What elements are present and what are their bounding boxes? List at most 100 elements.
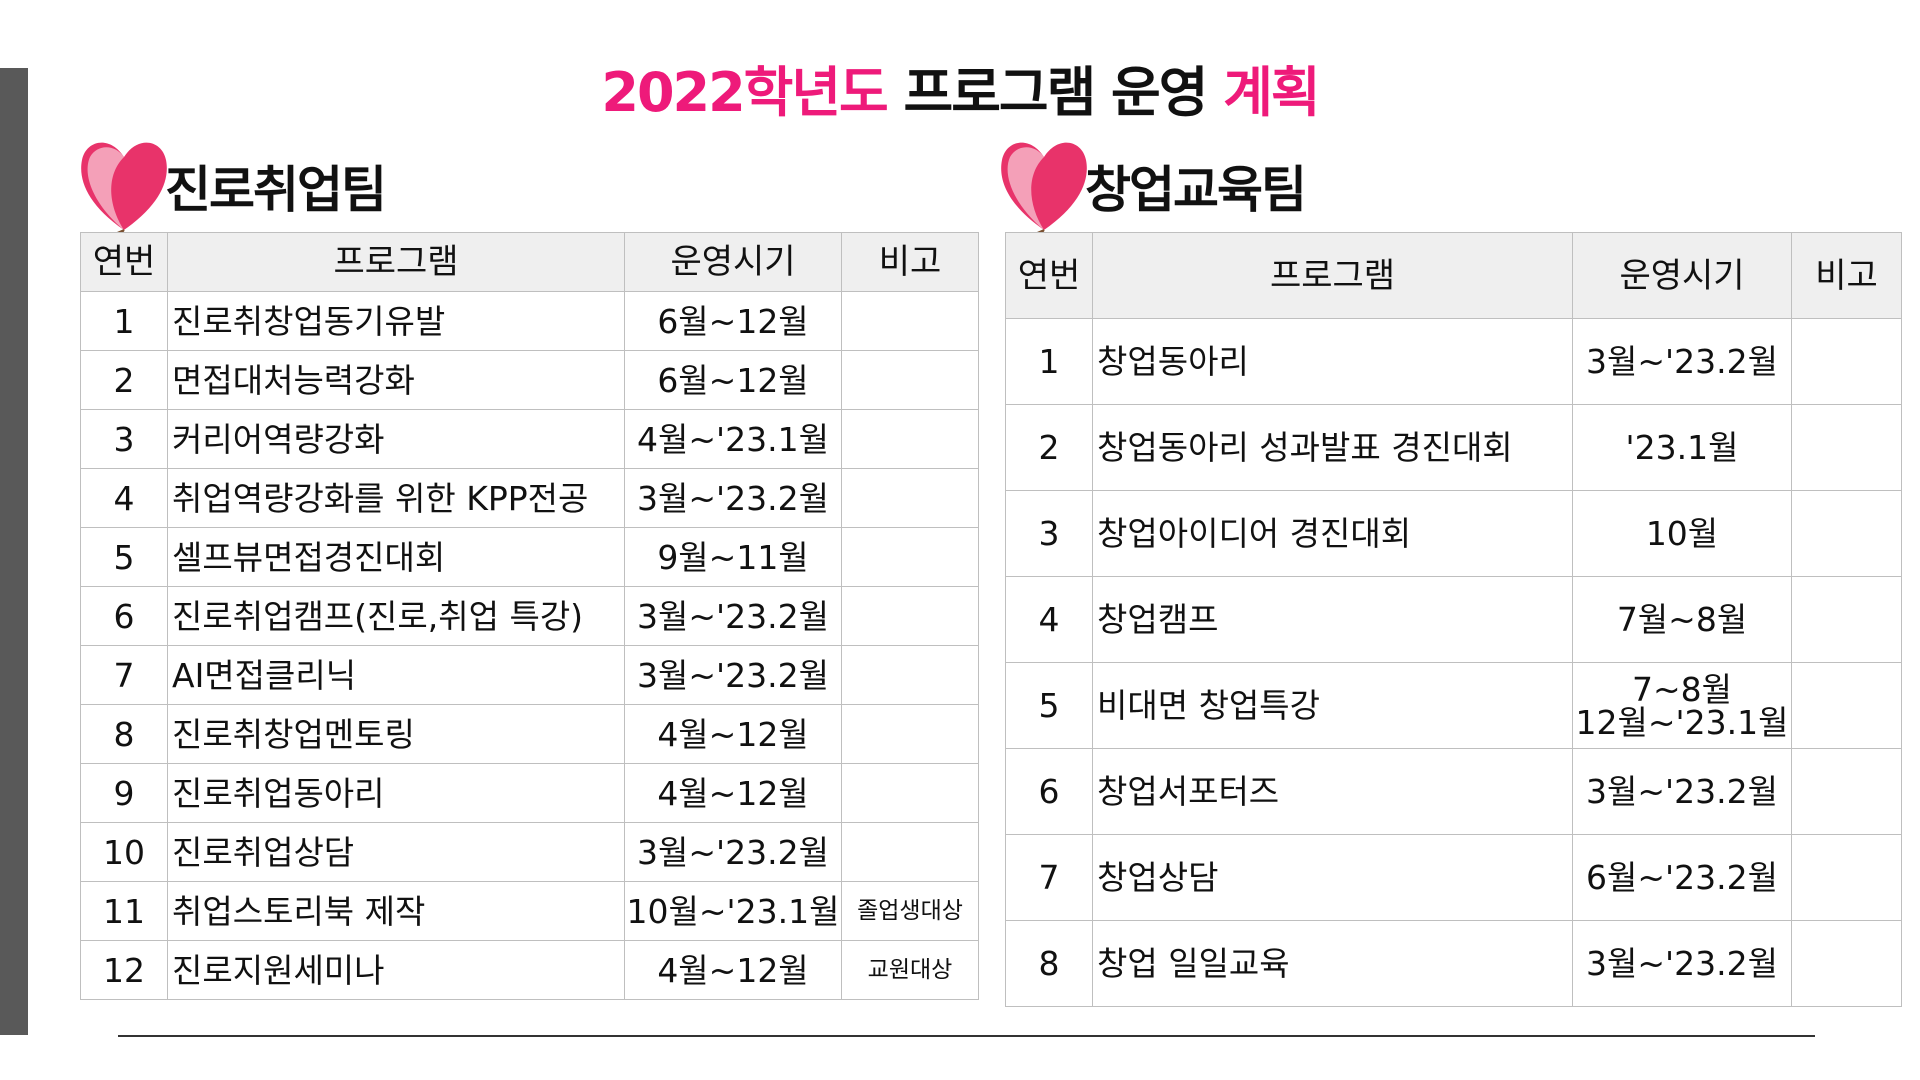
table-cell: 7 bbox=[1005, 834, 1093, 921]
table-cell: 진로취업동아리 bbox=[167, 763, 625, 823]
table-cell: 셀프뷰면접경진대회 bbox=[167, 527, 625, 587]
table-cell: 7~8월 12월~'23.1월 bbox=[1572, 662, 1792, 749]
header-cell: 연번 bbox=[80, 232, 168, 292]
table-cell: 진로취업캠프(진로,취업 특강) bbox=[167, 586, 625, 646]
program-table: 연번 프로그램 운영시기 비고 1 창업동아리 3월~'23.2월 2 창업동아리 성과발표 경… bbox=[1005, 232, 1902, 1007]
table-cell: 진로지원세미나 bbox=[167, 940, 625, 1000]
header-cell: 비고 bbox=[841, 232, 979, 292]
table-cell bbox=[841, 822, 979, 882]
table-cell: 2 bbox=[80, 350, 168, 410]
table-cell: 창업동아리 bbox=[1092, 318, 1573, 405]
table-cell bbox=[841, 291, 979, 351]
table-cell bbox=[1791, 920, 1902, 1007]
table-cell: 1 bbox=[1005, 318, 1093, 405]
table-cell bbox=[841, 527, 979, 587]
table-cell: 12 bbox=[80, 940, 168, 1000]
table-cell: 진로취창업멘토링 bbox=[167, 704, 625, 764]
table-row: 7 AI면접클리닉 3월~'23.2월 bbox=[80, 645, 979, 705]
table-cell: 3월~'23.2월 bbox=[624, 586, 842, 646]
table-cell: 8 bbox=[80, 704, 168, 764]
table-cell bbox=[841, 645, 979, 705]
table-cell: 2 bbox=[1005, 404, 1093, 491]
header-cell: 프로그램 bbox=[1092, 232, 1573, 319]
table-cell bbox=[1791, 490, 1902, 577]
table-cell: 7 bbox=[80, 645, 168, 705]
table-cell: 취업스토리북 제작 bbox=[167, 881, 625, 941]
table-row: 4 취업역량강화를 위한 KPP전공 3월~'23.2월 bbox=[80, 468, 979, 528]
table-cell: 6 bbox=[1005, 748, 1093, 835]
title-part: 2022학년도 bbox=[601, 61, 888, 124]
table-row: 11 취업스토리북 제작 10월~'23.1월 졸업생대상 bbox=[80, 881, 979, 941]
table-row: 8 창업 일일교육 3월~'23.2월 bbox=[1005, 920, 1902, 1007]
table-cell bbox=[1791, 404, 1902, 491]
table-cell: 5 bbox=[1005, 662, 1093, 749]
table-row: 10 진로취업상담 3월~'23.2월 bbox=[80, 822, 979, 882]
table-cell: 창업 일일교육 bbox=[1092, 920, 1573, 1007]
table-cell bbox=[1791, 748, 1902, 835]
table-cell: 3월~'23.2월 bbox=[1572, 748, 1792, 835]
table-cell: 3월~'23.2월 bbox=[1572, 920, 1792, 1007]
title-part: 프로그램 운영 bbox=[886, 61, 1224, 124]
table-cell: 6월~12월 bbox=[624, 291, 842, 351]
table-cell: 10 bbox=[80, 822, 168, 882]
table-cell: 6월~'23.2월 bbox=[1572, 834, 1792, 921]
table-cell bbox=[841, 586, 979, 646]
table-cell: 3 bbox=[1005, 490, 1093, 577]
table-cell: 10월~'23.1월 bbox=[624, 881, 842, 941]
table-cell: 창업상담 bbox=[1092, 834, 1573, 921]
program-table: 연번 프로그램 운영시기 비고 1 진로취창업동기유발 6월~12월 2 면접대처능력강화 6월~… bbox=[80, 232, 979, 1000]
table-row: 3 커리어역량강화 4월~'23.1월 bbox=[80, 409, 979, 469]
table-cell: 커리어역량강화 bbox=[167, 409, 625, 469]
header-row: 연번 프로그램 운영시기 비고 bbox=[80, 232, 979, 292]
table-row: 5 셀프뷰면접경진대회 9월~11월 bbox=[80, 527, 979, 587]
table-cell: 비대면 창업특강 bbox=[1092, 662, 1573, 749]
table-cell: 창업동아리 성과발표 경진대회 bbox=[1092, 404, 1573, 491]
table-cell: '23.1월 bbox=[1572, 404, 1792, 491]
table-cell bbox=[841, 409, 979, 469]
bottom-rule bbox=[118, 1035, 1815, 1037]
table-row: 1 창업동아리 3월~'23.2월 bbox=[1005, 318, 1902, 405]
table-cell bbox=[1791, 576, 1902, 663]
table-cell bbox=[841, 350, 979, 410]
table-cell: 4 bbox=[1005, 576, 1093, 663]
table-row: 7 창업상담 6월~'23.2월 bbox=[1005, 834, 1902, 921]
header-cell: 운영시기 bbox=[1572, 232, 1792, 319]
table-cell: 10월 bbox=[1572, 490, 1792, 577]
table-row: 4 창업캠프 7월~8월 bbox=[1005, 576, 1902, 663]
table-cell: 창업아이디어 경진대회 bbox=[1092, 490, 1573, 577]
table-cell: 6 bbox=[80, 586, 168, 646]
table-cell bbox=[841, 704, 979, 764]
table-cell: 졸업생대상 bbox=[841, 881, 979, 941]
table-row: 12 진로지원세미나 4월~12월 교원대상 bbox=[80, 940, 979, 1000]
section-title: 창업교육팀 bbox=[1085, 161, 1307, 219]
table-row: 6 진로취업캠프(진로,취업 특강) 3월~'23.2월 bbox=[80, 586, 979, 646]
table-row: 6 창업서포터즈 3월~'23.2월 bbox=[1005, 748, 1902, 835]
table-cell: 취업역량강화를 위한 KPP전공 bbox=[167, 468, 625, 528]
table-cell: 4 bbox=[80, 468, 168, 528]
table-cell: 진로취창업동기유발 bbox=[167, 291, 625, 351]
table-row: 8 진로취창업멘토링 4월~12월 bbox=[80, 704, 979, 764]
table-cell: 진로취업상담 bbox=[167, 822, 625, 882]
table-row: 9 진로취업동아리 4월~12월 bbox=[80, 763, 979, 823]
side-bar bbox=[0, 68, 28, 1035]
table-cell bbox=[1791, 318, 1902, 405]
table-cell: 11 bbox=[80, 881, 168, 941]
table-cell: AI면접클리닉 bbox=[167, 645, 625, 705]
table-cell: 면접대처능력강화 bbox=[167, 350, 625, 410]
table-cell: 3 bbox=[80, 409, 168, 469]
table-cell: 9 bbox=[80, 763, 168, 823]
table-cell: 8 bbox=[1005, 920, 1093, 1007]
table-cell: 4월~12월 bbox=[624, 763, 842, 823]
table-cell bbox=[841, 763, 979, 823]
table-row: 5 비대면 창업특강 7~8월 12월~'23.1월 bbox=[1005, 662, 1902, 749]
table-row: 3 창업아이디어 경진대회 10월 bbox=[1005, 490, 1902, 577]
header-cell: 비고 bbox=[1791, 232, 1902, 319]
table-cell: 3월~'23.2월 bbox=[1572, 318, 1792, 405]
table-cell: 4월~12월 bbox=[624, 704, 842, 764]
table-cell bbox=[1791, 662, 1902, 749]
table-row: 1 진로취창업동기유발 6월~12월 bbox=[80, 291, 979, 351]
table-cell: 창업서포터즈 bbox=[1092, 748, 1573, 835]
title-part: 계획 bbox=[1223, 61, 1320, 124]
header-cell: 운영시기 bbox=[624, 232, 842, 292]
